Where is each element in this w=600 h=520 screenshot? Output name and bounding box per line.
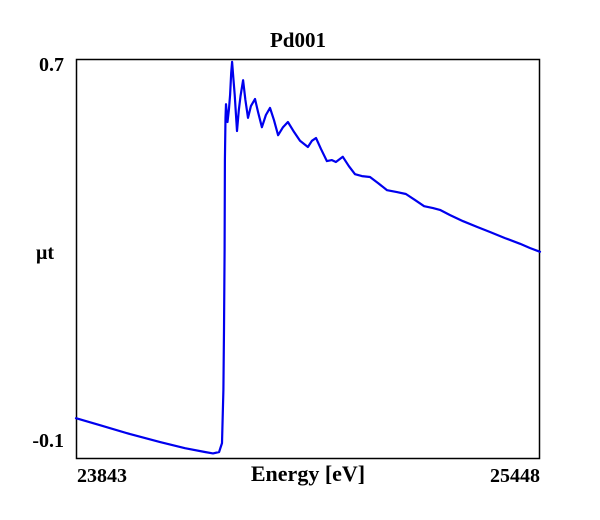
x-axis-tick-right: 25448 <box>490 465 540 487</box>
spectrum-line <box>74 60 542 455</box>
x-axis-label: Energy [eV] <box>250 461 366 486</box>
chart-title: Pd001 <box>269 28 326 52</box>
x-axis-tick-left: 23843 <box>77 465 127 487</box>
y-axis-tick-bottom: -0.1 <box>32 430 64 452</box>
y-axis-label: μt <box>36 242 54 264</box>
y-axis-tick-top: 0.7 <box>39 54 64 76</box>
plot-border <box>75 58 541 460</box>
